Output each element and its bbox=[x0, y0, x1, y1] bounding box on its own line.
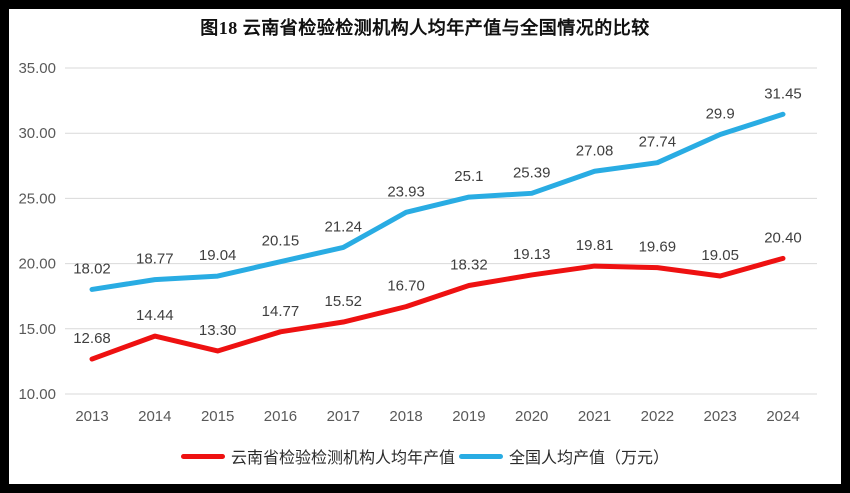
legend-label-yunnan: 云南省检验检测机构人均年产值 bbox=[230, 450, 455, 467]
x-tick-label: 2022 bbox=[641, 408, 674, 425]
data-label-series-0: 19.13 bbox=[513, 246, 551, 263]
data-label-series-1: 19.04 bbox=[199, 247, 237, 264]
x-tick-label: 2023 bbox=[703, 408, 736, 425]
data-label-series-0: 19.05 bbox=[701, 247, 739, 264]
y-tick-label: 15.00 bbox=[18, 321, 56, 338]
data-label-series-0: 15.52 bbox=[324, 293, 362, 310]
x-tick-label: 2015 bbox=[201, 408, 234, 425]
x-tick-label: 2013 bbox=[75, 408, 108, 425]
y-tick-label: 35.00 bbox=[18, 60, 56, 77]
data-label-series-0: 14.44 bbox=[136, 307, 174, 324]
data-label-series-1: 18.02 bbox=[73, 260, 111, 277]
data-label-series-1: 25.39 bbox=[513, 164, 551, 181]
data-label-series-1: 29.9 bbox=[706, 106, 735, 123]
x-tick-label: 2017 bbox=[327, 408, 360, 425]
data-label-series-0: 12.68 bbox=[73, 330, 111, 347]
data-label-series-0: 20.40 bbox=[764, 229, 802, 246]
data-label-series-1: 27.08 bbox=[576, 142, 614, 159]
y-tick-label: 10.00 bbox=[18, 386, 56, 403]
data-label-series-1: 18.77 bbox=[136, 251, 174, 268]
series-line-0 bbox=[89, 255, 786, 362]
data-label-series-0: 19.69 bbox=[639, 239, 677, 256]
legend-line-blue-icon bbox=[459, 453, 503, 459]
x-tick-label: 2020 bbox=[515, 408, 548, 425]
x-tick-label: 2016 bbox=[264, 408, 297, 425]
y-tick-label: 20.00 bbox=[18, 256, 56, 273]
data-label-series-1: 20.15 bbox=[262, 233, 300, 250]
chart-legend: 云南省检验检测机构人均年产值 全国人均产值（万元） bbox=[0, 444, 850, 468]
data-label-series-0: 14.77 bbox=[262, 303, 300, 320]
data-label-series-1: 23.93 bbox=[387, 183, 425, 200]
data-label-series-0: 13.30 bbox=[199, 322, 237, 339]
data-label-series-0: 16.70 bbox=[387, 278, 425, 295]
data-label-series-1: 25.1 bbox=[454, 168, 483, 185]
x-tick-label: 2024 bbox=[766, 408, 799, 425]
x-tick-label: 2019 bbox=[452, 408, 485, 425]
line-chart: 10.00 15.00 20.00 25.00 30.00 35.00 2013 2014 20… bbox=[18, 60, 817, 425]
x-tick-label: 2021 bbox=[578, 408, 611, 425]
legend-item-national: 全国人均产值（万元） bbox=[459, 444, 669, 468]
legend-item-yunnan: 云南省检验检测机构人均年产值 bbox=[180, 444, 455, 468]
x-tick-label: 2018 bbox=[389, 408, 422, 425]
y-tick-label: 30.00 bbox=[18, 125, 56, 142]
data-label-series-0: 19.81 bbox=[576, 237, 614, 254]
data-label-series-1: 31.45 bbox=[764, 85, 802, 102]
chart-title: 图18 云南省检验检测机构人均年产值与全国情况的比较 bbox=[200, 18, 650, 38]
legend-line-red-icon bbox=[180, 453, 225, 459]
series-line-1 bbox=[89, 111, 786, 292]
x-tick-label: 2014 bbox=[138, 408, 171, 425]
data-label-series-1: 21.24 bbox=[324, 218, 362, 235]
legend-label-national: 全国人均产值（万元） bbox=[509, 450, 670, 467]
data-label-series-1: 27.74 bbox=[639, 134, 677, 151]
data-label-series-0: 18.32 bbox=[450, 257, 488, 274]
y-tick-label: 25.00 bbox=[18, 190, 56, 207]
